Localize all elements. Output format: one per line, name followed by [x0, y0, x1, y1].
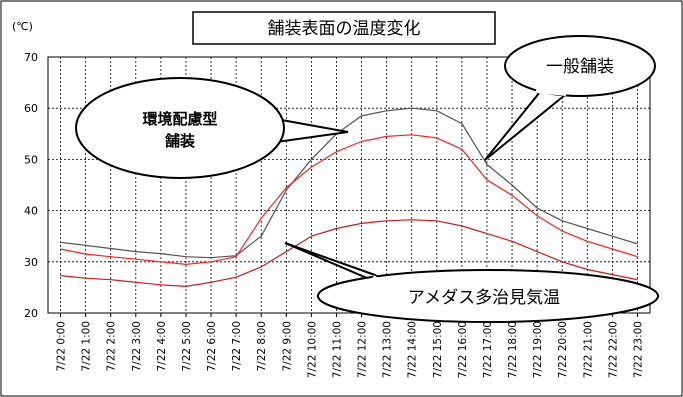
callout-bubble-general — [504, 35, 656, 97]
x-tick-label: 7/22 9:00 — [281, 321, 293, 372]
x-tick-label: 7/22 8:00 — [256, 321, 268, 372]
y-tick-label: 40 — [24, 205, 38, 218]
callout-tail-cover-amedas — [371, 275, 399, 293]
x-tick-label: 7/22 1:00 — [81, 321, 93, 372]
x-tick-label: 7/22 10:00 — [306, 321, 318, 378]
x-tick-label: 7/22 12:00 — [357, 321, 369, 378]
series-line-0 — [60, 107, 638, 259]
x-tick-label: 7/22 22:00 — [607, 321, 619, 378]
callout-bubble-eco — [75, 77, 285, 179]
callout-tail-cover-eco — [255, 118, 269, 143]
x-tick-label: 7/22 23:00 — [632, 321, 644, 378]
series-line-1 — [60, 134, 638, 265]
callout-label-amedas: アメダス多治見気温 — [408, 288, 560, 308]
x-tick-label: 7/22 16:00 — [457, 321, 469, 378]
x-tick-label: 7/22 3:00 — [131, 321, 143, 372]
y-tick-label: 70 — [24, 51, 38, 64]
callout-label-eco-line2: 舗装 — [164, 132, 196, 150]
x-tick-label: 7/22 15:00 — [432, 321, 444, 378]
x-tick-label: 7/22 4:00 — [156, 321, 168, 372]
y-tick-label: 60 — [24, 102, 38, 115]
y-tick-label: 30 — [24, 256, 38, 269]
series-line-2 — [60, 219, 638, 287]
x-tick-label: 7/22 21:00 — [582, 321, 594, 378]
x-tick-label: 7/22 17:00 — [482, 321, 494, 378]
callout-tail-cover-general — [535, 89, 567, 96]
callout-label-general: 一般舗装 — [546, 57, 614, 77]
x-tick-label: 7/22 7:00 — [231, 321, 243, 372]
x-tick-label: 7/22 20:00 — [557, 321, 569, 378]
x-tick-label: 7/22 0:00 — [56, 321, 68, 372]
chart-title: 舗装表面の温度変化 — [268, 19, 421, 39]
x-tick-label: 7/22 6:00 — [206, 321, 218, 372]
y-tick-label: 20 — [24, 307, 38, 320]
callout-label-eco-line1: 環境配慮型 — [142, 110, 217, 128]
x-tick-label: 7/22 13:00 — [382, 321, 394, 378]
x-tick-label: 7/22 19:00 — [532, 321, 544, 378]
x-tick-label: 7/22 14:00 — [407, 321, 419, 378]
x-tick-label: 7/22 11:00 — [331, 321, 343, 378]
x-tick-label: 7/22 2:00 — [106, 321, 118, 372]
y-tick-label: 50 — [24, 153, 38, 166]
callout-bubble-amedas — [317, 269, 659, 323]
x-tick-label: 7/22 18:00 — [507, 321, 519, 378]
title-box — [192, 11, 496, 45]
y-unit-label: (℃) — [12, 20, 33, 33]
x-tick-label: 7/22 5:00 — [181, 321, 193, 372]
